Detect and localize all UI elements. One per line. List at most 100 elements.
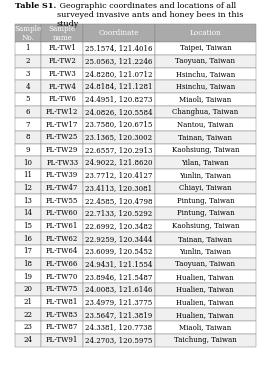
- Text: 4: 4: [26, 82, 30, 91]
- Text: 25.1574, 121.4016: 25.1574, 121.4016: [85, 44, 153, 53]
- Text: 11: 11: [23, 171, 32, 179]
- Text: 6: 6: [26, 108, 30, 116]
- Bar: [155, 194, 256, 207]
- Text: 13: 13: [23, 197, 32, 205]
- Bar: [83, 169, 155, 182]
- Text: Geographic coordinates and locations of all surveyed invasive ants and honey bee: Geographic coordinates and locations of …: [56, 2, 243, 28]
- Bar: [83, 106, 155, 118]
- Bar: [155, 296, 256, 308]
- Bar: [83, 42, 155, 55]
- Text: PL-TW55: PL-TW55: [46, 197, 78, 205]
- Bar: [83, 182, 155, 194]
- Bar: [41, 169, 83, 182]
- Bar: [15, 182, 41, 194]
- Text: 3: 3: [26, 70, 30, 78]
- Bar: [15, 308, 41, 321]
- Text: 24.4951, 120.8273: 24.4951, 120.8273: [85, 95, 153, 103]
- Text: PL-TW29: PL-TW29: [46, 146, 78, 154]
- Text: PL-TW33: PL-TW33: [46, 159, 78, 167]
- Bar: [15, 258, 41, 270]
- Bar: [41, 334, 83, 347]
- Bar: [41, 131, 83, 144]
- Bar: [83, 194, 155, 207]
- Bar: [155, 321, 256, 334]
- Bar: [15, 55, 41, 68]
- Text: PL-TW64: PL-TW64: [46, 247, 78, 256]
- Text: Coordinate: Coordinate: [99, 29, 139, 37]
- Bar: [83, 80, 155, 93]
- Bar: [83, 321, 155, 334]
- Text: Yilan, Taiwan: Yilan, Taiwan: [181, 159, 229, 167]
- Bar: [15, 42, 41, 55]
- Bar: [155, 283, 256, 296]
- Bar: [41, 207, 83, 220]
- Bar: [155, 144, 256, 156]
- Text: 24.8280, 121.0712: 24.8280, 121.0712: [85, 70, 153, 78]
- Text: 9: 9: [26, 146, 30, 154]
- Bar: [41, 194, 83, 207]
- Text: 22: 22: [23, 311, 32, 319]
- Bar: [41, 42, 83, 55]
- Bar: [155, 80, 256, 93]
- Bar: [155, 334, 256, 347]
- Text: PL-TW70: PL-TW70: [46, 273, 78, 281]
- Bar: [15, 93, 41, 106]
- Text: Location: Location: [190, 29, 221, 37]
- Text: 24.0826, 120.5584: 24.0826, 120.5584: [85, 108, 153, 116]
- Bar: [15, 118, 41, 131]
- Bar: [83, 334, 155, 347]
- Text: Taipei, Taiwan: Taipei, Taiwan: [180, 44, 231, 53]
- Text: PL-TW4: PL-TW4: [48, 82, 76, 91]
- Text: 2: 2: [26, 57, 30, 65]
- Bar: [155, 24, 256, 42]
- Text: PL-TW81: PL-TW81: [46, 298, 78, 306]
- Text: Sample
name: Sample name: [49, 25, 76, 42]
- Text: 23.7712, 120.4127: 23.7712, 120.4127: [85, 171, 153, 179]
- Bar: [41, 220, 83, 232]
- Text: 5: 5: [26, 95, 30, 103]
- Text: Tainan, Taiwan: Tainan, Taiwan: [178, 235, 232, 243]
- Bar: [83, 24, 155, 42]
- Bar: [155, 68, 256, 80]
- Bar: [15, 283, 41, 296]
- Text: 24.9022, 121.8620: 24.9022, 121.8620: [85, 159, 153, 167]
- Text: Miaoli, Taiwan: Miaoli, Taiwan: [179, 323, 232, 332]
- Bar: [15, 207, 41, 220]
- Text: 21: 21: [23, 298, 32, 306]
- Bar: [83, 144, 155, 156]
- Bar: [41, 93, 83, 106]
- Bar: [15, 296, 41, 308]
- Text: 22.6992, 120.3482: 22.6992, 120.3482: [85, 222, 153, 230]
- Text: 23.8946, 121.5487: 23.8946, 121.5487: [85, 273, 153, 281]
- Text: PL-TW17: PL-TW17: [46, 120, 78, 129]
- Bar: [155, 220, 256, 232]
- Bar: [41, 80, 83, 93]
- Text: 24: 24: [23, 336, 32, 344]
- Text: PL-TW62: PL-TW62: [46, 235, 78, 243]
- Text: PL-TW25: PL-TW25: [46, 133, 78, 141]
- Bar: [41, 182, 83, 194]
- Bar: [41, 283, 83, 296]
- Bar: [83, 93, 155, 106]
- Text: Yunlin, Taiwan: Yunlin, Taiwan: [179, 247, 231, 256]
- Text: 25.0563, 121.2246: 25.0563, 121.2246: [85, 57, 153, 65]
- Text: PL-TW1: PL-TW1: [48, 44, 76, 53]
- Text: Kaohsiung, Taiwan: Kaohsiung, Taiwan: [172, 222, 239, 230]
- Text: 7: 7: [26, 120, 30, 129]
- Text: Kaohsiung, Taiwan: Kaohsiung, Taiwan: [172, 146, 239, 154]
- Bar: [83, 308, 155, 321]
- Text: Tainan, Taiwan: Tainan, Taiwan: [178, 133, 232, 141]
- Bar: [41, 68, 83, 80]
- Text: 24.3381, 120.7738: 24.3381, 120.7738: [86, 323, 153, 332]
- Bar: [15, 245, 41, 258]
- Bar: [41, 24, 83, 42]
- Bar: [41, 232, 83, 245]
- Text: Table S1.: Table S1.: [15, 2, 56, 10]
- Bar: [83, 270, 155, 283]
- Text: PL-TW2: PL-TW2: [48, 57, 76, 65]
- Text: 17: 17: [23, 247, 32, 256]
- Text: Nantou, Taiwan: Nantou, Taiwan: [177, 120, 234, 129]
- Text: PL-TW66: PL-TW66: [46, 260, 78, 268]
- Text: PL-TW3: PL-TW3: [48, 70, 76, 78]
- Bar: [155, 169, 256, 182]
